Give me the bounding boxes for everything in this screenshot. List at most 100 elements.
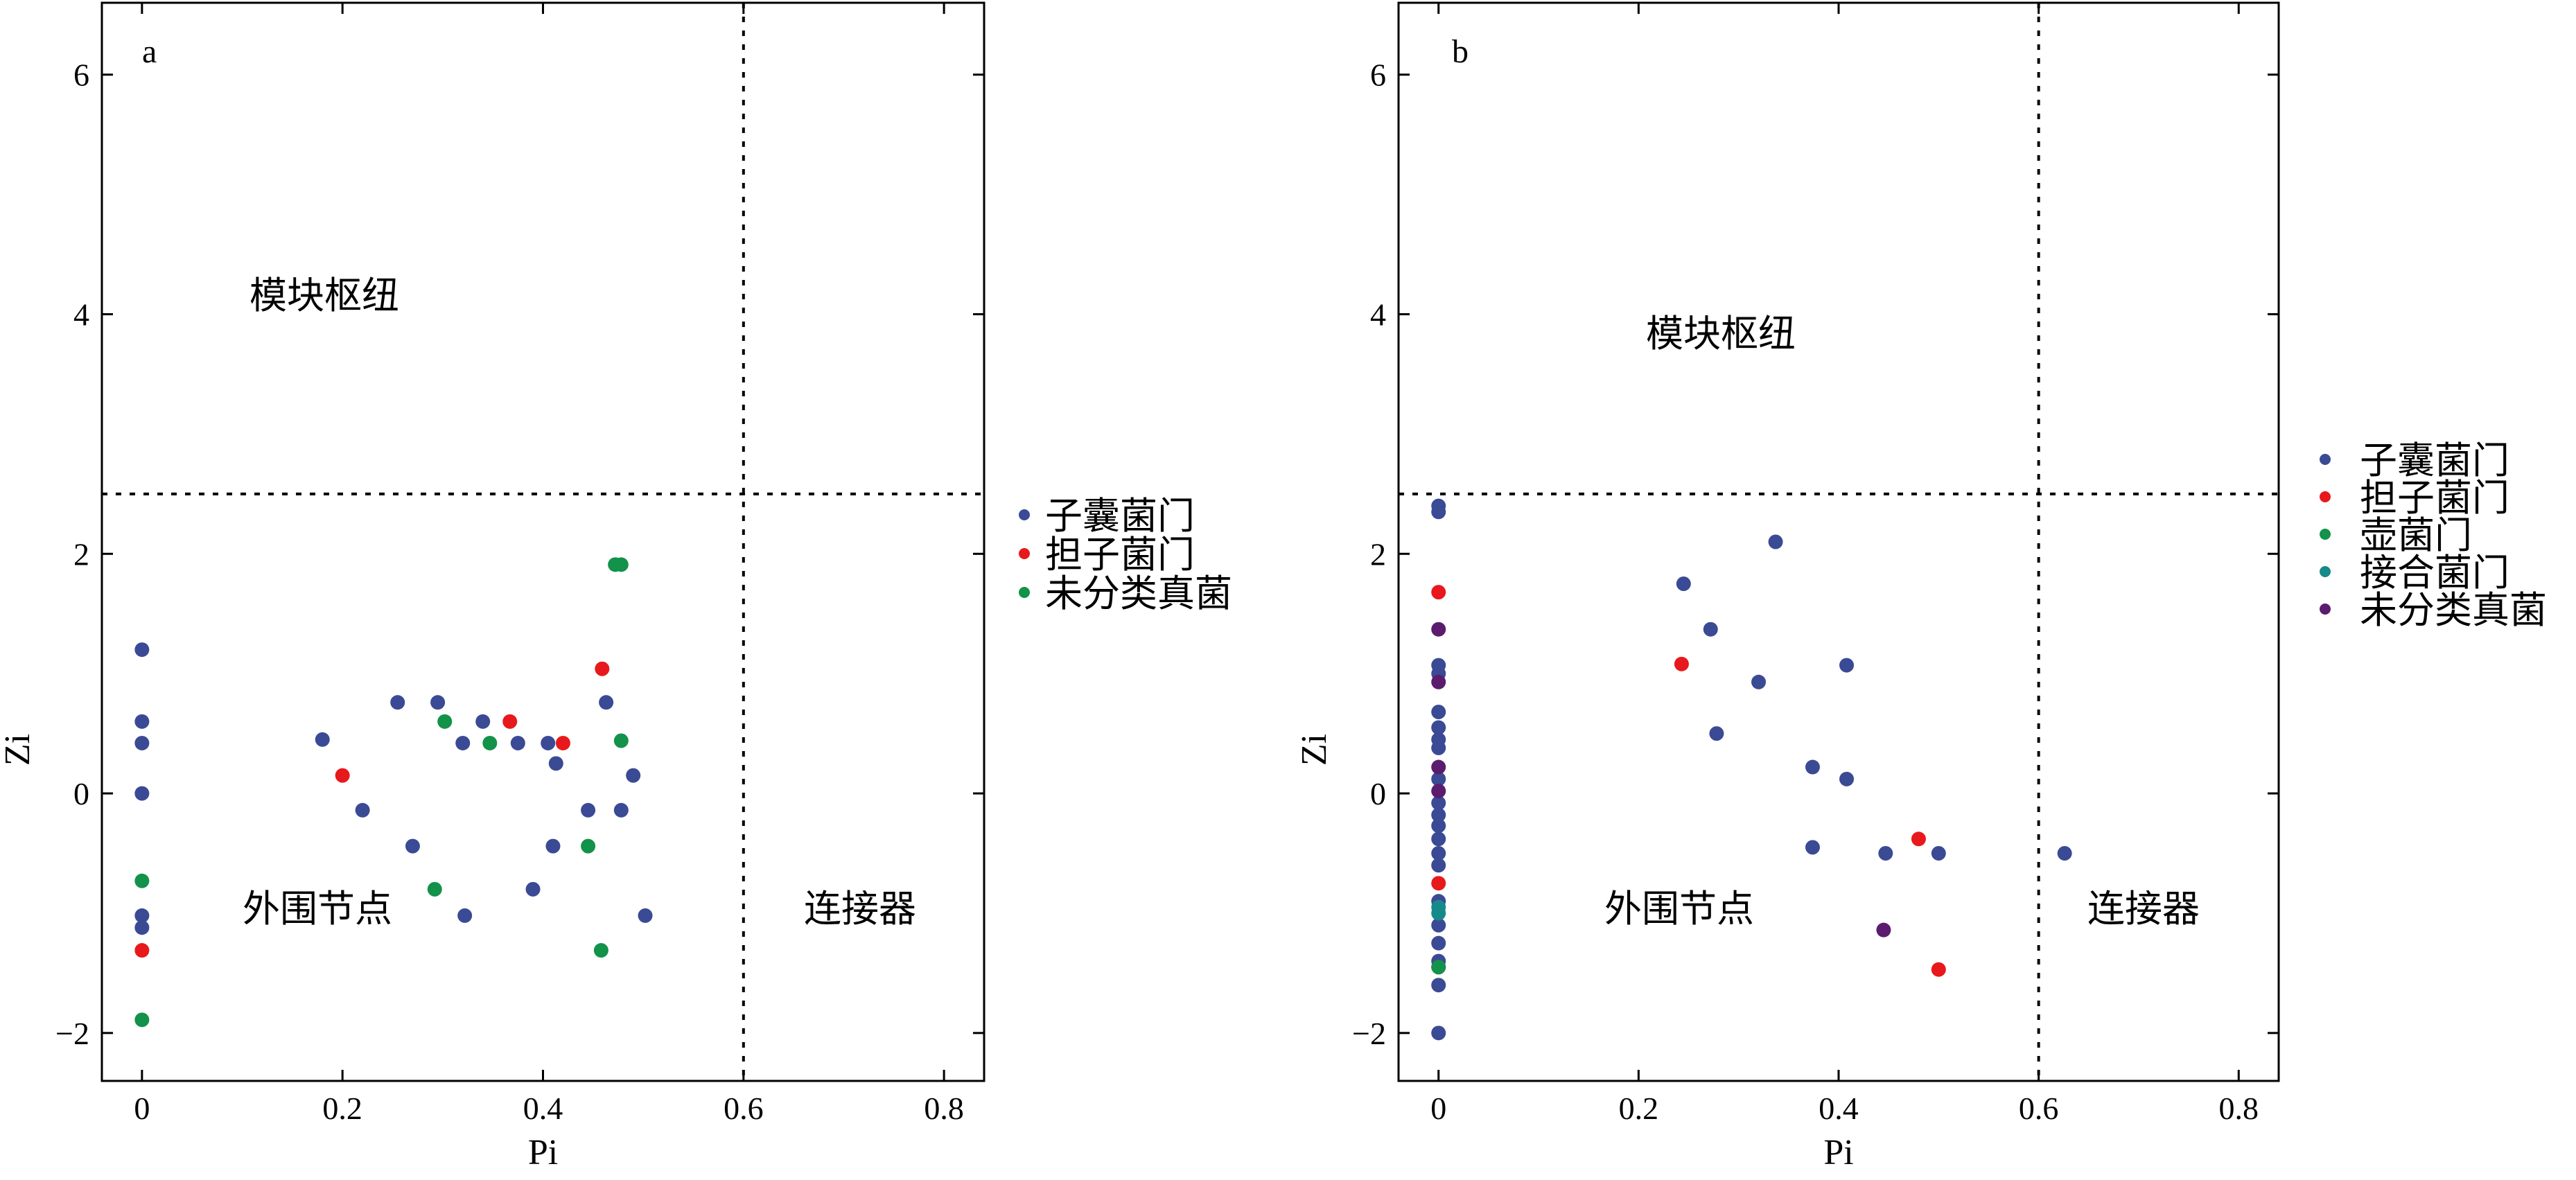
data-point	[134, 920, 150, 935]
series-1	[134, 661, 610, 958]
data-point	[1676, 576, 1691, 592]
legend-label: 未分类真菌	[2360, 588, 2547, 632]
x-tick-label: 0.6	[2019, 1091, 2059, 1126]
data-point	[1431, 784, 1446, 799]
legend-marker	[2320, 491, 2331, 502]
panel-letter: b	[1452, 33, 1469, 70]
data-point	[1431, 846, 1446, 861]
legend-marker	[1019, 587, 1030, 598]
data-point	[1431, 858, 1446, 873]
data-point	[1431, 622, 1446, 637]
region-connector: 连接器	[804, 887, 916, 931]
data-point	[613, 557, 629, 572]
data-point	[581, 802, 596, 818]
data-point	[134, 873, 150, 888]
y-tick-label: 2	[1370, 536, 1386, 572]
data-point	[581, 838, 596, 854]
data-point	[475, 714, 491, 729]
x-axis-title: Pi	[528, 1133, 558, 1172]
data-point	[430, 695, 446, 710]
data-point	[390, 695, 405, 710]
y-tick-label: 4	[1370, 297, 1386, 333]
data-point	[1431, 585, 1446, 600]
data-point	[1431, 807, 1446, 822]
data-point	[525, 881, 541, 897]
data-point	[548, 756, 563, 771]
data-point	[1878, 846, 1893, 861]
legend-label: 子囊菌门	[2360, 439, 2509, 482]
legend-marker	[2320, 454, 2331, 465]
data-point	[1431, 705, 1446, 720]
legend-marker	[2320, 566, 2331, 577]
legend-label: 接合菌门	[2360, 551, 2509, 595]
y-tick-label: 2	[73, 536, 89, 572]
legend-label: 未分类真菌	[1045, 572, 1232, 615]
data-point	[1674, 656, 1689, 671]
x-tick-label: 0.8	[924, 1091, 964, 1126]
data-point	[1431, 960, 1446, 975]
legend-label: 担子菌门	[2360, 476, 2509, 520]
x-tick-label: 0.6	[724, 1091, 764, 1126]
data-point	[1431, 771, 1446, 786]
panel-letter: a	[142, 33, 157, 70]
data-point	[613, 802, 629, 818]
x-tick-label: 0.4	[1819, 1091, 1859, 1126]
series-2	[1431, 960, 1446, 975]
data-point	[1911, 831, 1926, 847]
data-point	[613, 733, 629, 748]
y-tick-label: 6	[73, 58, 89, 93]
data-point	[1431, 740, 1446, 755]
legend-label: 担子菌门	[1045, 533, 1195, 576]
x-tick-label: 0	[1430, 1091, 1446, 1126]
data-point	[1839, 658, 1855, 673]
data-point	[1431, 917, 1446, 933]
series-3	[1431, 899, 1446, 921]
data-point	[1876, 922, 1891, 937]
data-point	[335, 768, 350, 783]
data-point	[1805, 840, 1820, 855]
series-0	[134, 642, 653, 935]
data-point	[1431, 674, 1446, 689]
data-point	[1431, 876, 1446, 891]
data-point	[1431, 978, 1446, 993]
y-tick-label: 0	[1370, 776, 1386, 811]
legend-marker	[2320, 529, 2331, 540]
legend-label: 子囊菌门	[1045, 494, 1195, 538]
data-point	[1431, 935, 1446, 951]
y-tick-label: 4	[73, 297, 89, 333]
data-point	[595, 661, 610, 676]
data-point	[1431, 831, 1446, 847]
data-point	[437, 714, 453, 729]
data-point	[1431, 720, 1446, 735]
series-2	[134, 557, 629, 1028]
data-point	[1805, 759, 1820, 775]
data-point	[593, 943, 608, 958]
legend-label: 壶菌门	[2360, 513, 2472, 557]
data-point	[1431, 1025, 1446, 1041]
data-point	[134, 735, 150, 750]
data-point	[455, 735, 471, 750]
data-point	[134, 1012, 150, 1028]
data-point	[1931, 846, 1946, 861]
data-point	[134, 908, 150, 923]
x-tick-label: 0.4	[523, 1091, 563, 1126]
legend-marker	[2320, 604, 2331, 615]
y-tick-label: 6	[1370, 58, 1386, 93]
data-point	[1703, 622, 1718, 637]
data-point	[134, 943, 150, 958]
region-connector: 连接器	[2087, 887, 2200, 931]
data-point	[626, 768, 641, 783]
y-tick-label: 0	[73, 776, 89, 811]
data-point	[599, 695, 614, 710]
data-point	[1431, 795, 1446, 811]
data-point	[427, 881, 442, 897]
region-module-hub: 模块枢纽	[1646, 312, 1796, 355]
data-point	[638, 908, 653, 923]
y-tick-label: −2	[1352, 1016, 1386, 1051]
x-tick-label: 0.8	[2219, 1091, 2259, 1126]
y-tick-label: −2	[55, 1016, 89, 1051]
